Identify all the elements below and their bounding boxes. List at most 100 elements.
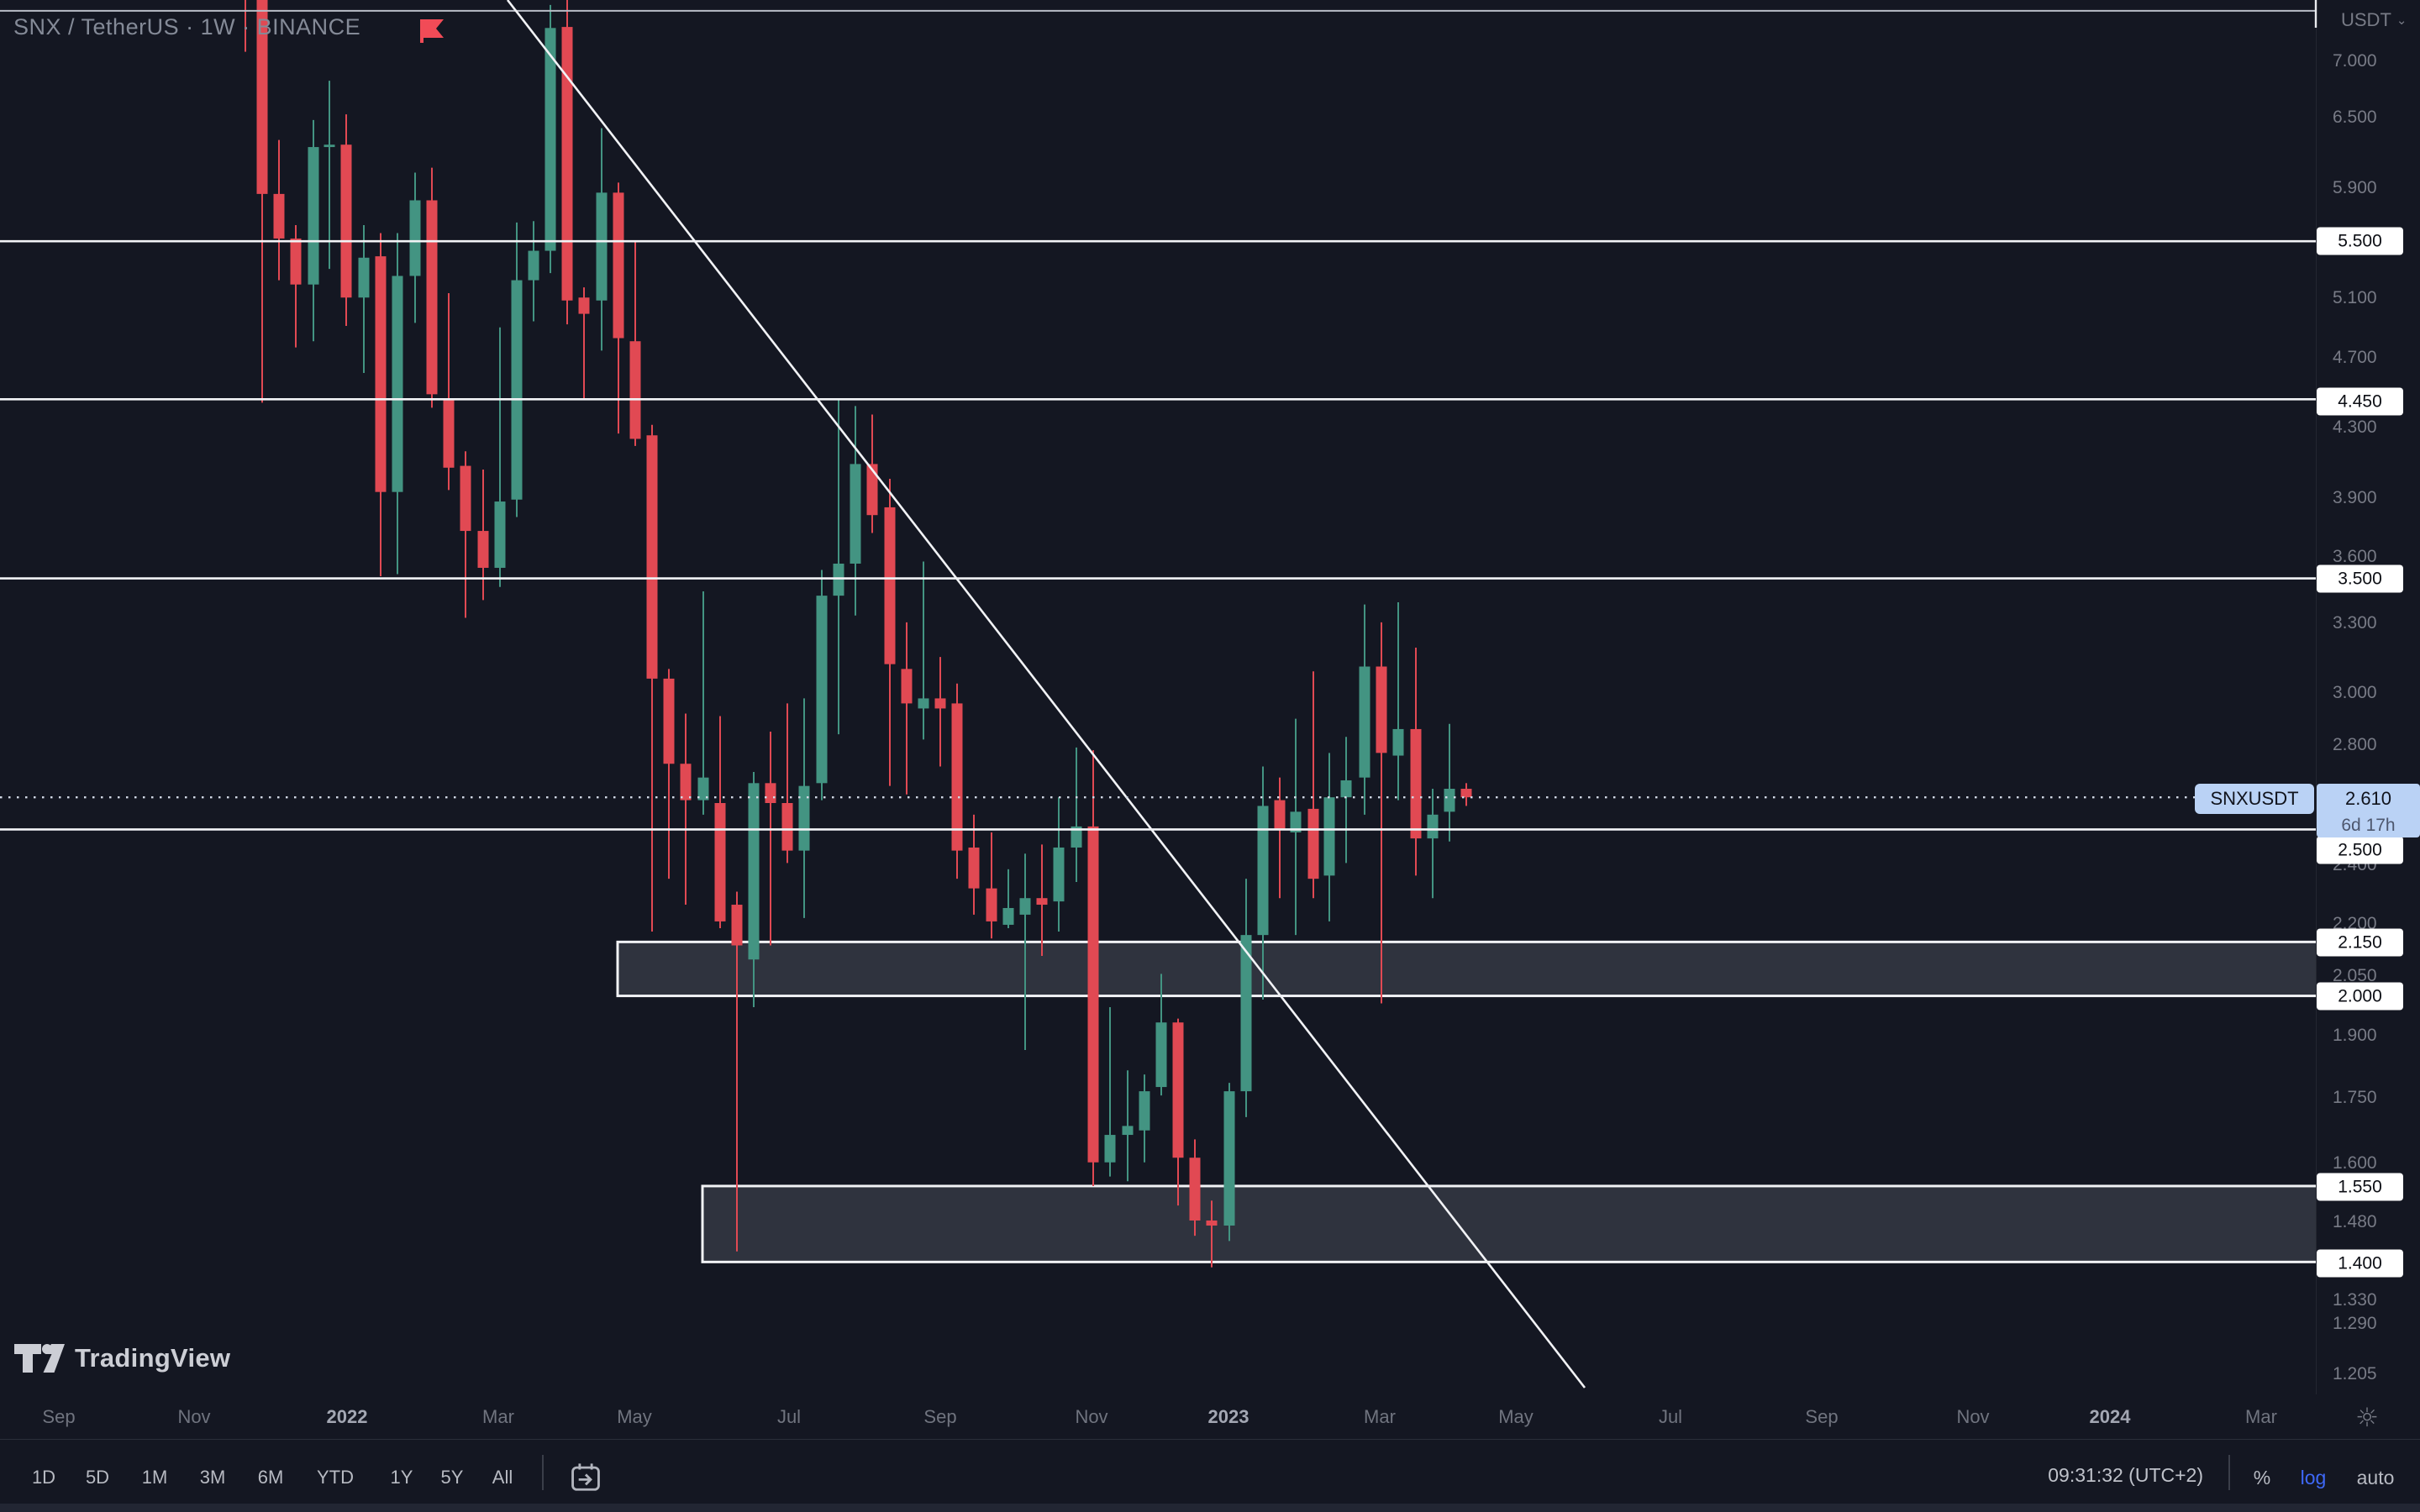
candle-body <box>1392 728 1404 756</box>
range-button-5d[interactable]: 5D <box>85 1467 110 1488</box>
candle-body <box>1139 1091 1150 1131</box>
price-tick: 5.900 <box>2333 178 2377 197</box>
candle-body <box>1104 1135 1116 1163</box>
candle-body <box>1290 811 1302 832</box>
candle-body <box>1155 1022 1167 1088</box>
candle-body <box>375 256 387 492</box>
candle-body <box>1376 666 1387 753</box>
candle-body <box>934 698 946 709</box>
candle-body <box>340 144 352 298</box>
price-line-label: 4.450 <box>2317 387 2403 416</box>
candle-body <box>816 596 828 784</box>
candle-body <box>1323 797 1335 876</box>
range-button-5y[interactable]: 5Y <box>440 1467 464 1488</box>
time-axis-label: Jul <box>776 1406 802 1427</box>
price-line-label: 2.500 <box>2317 836 2403 864</box>
time-axis-label: Mar <box>1364 1406 1396 1427</box>
percent-scale-button[interactable]: % <box>2253 1467 2271 1488</box>
price-tick: 7.000 <box>2333 51 2377 71</box>
candle-body <box>1053 847 1065 902</box>
candle-body <box>1240 935 1252 1092</box>
price-line-label: 5.500 <box>2317 227 2403 255</box>
price-tick: 5.100 <box>2333 288 2377 307</box>
range-button-ytd[interactable]: YTD <box>317 1467 354 1488</box>
price-tick: 4.300 <box>2333 417 2377 437</box>
currency-dropdown[interactable]: USDT ⌄ <box>2341 9 2407 31</box>
range-button-1y[interactable]: 1Y <box>390 1467 413 1488</box>
price-tick: 4.700 <box>2333 348 2377 367</box>
candle-body <box>833 563 844 596</box>
window-bottom-strip <box>0 1504 2420 1512</box>
candle-body <box>1172 1022 1184 1158</box>
price-line-label: 1.550 <box>2317 1173 2403 1201</box>
chevron-down-icon: ⌄ <box>2396 13 2407 28</box>
candle-body <box>1257 806 1269 936</box>
bar-countdown-label: 6d 17h <box>2317 814 2420 837</box>
price-zone <box>701 1184 2316 1263</box>
price-tick: 2.800 <box>2333 735 2377 754</box>
price-tick: 1.330 <box>2333 1290 2377 1310</box>
range-button-6m[interactable]: 6M <box>257 1467 284 1488</box>
symbol-title[interactable]: SNX / TetherUS · 1W · BINANCE <box>13 14 361 39</box>
price-tick: 1.600 <box>2333 1153 2377 1173</box>
candle-body <box>1071 826 1082 848</box>
candle-body <box>290 238 302 285</box>
candle-body <box>781 802 793 851</box>
auto-scale-button[interactable]: auto <box>2356 1467 2395 1488</box>
candle-body <box>1087 826 1099 1163</box>
candle-body <box>1274 800 1286 830</box>
candle-body <box>1444 789 1455 812</box>
candle-body <box>1189 1158 1201 1221</box>
price-tick: 3.900 <box>2333 488 2377 507</box>
range-button-3m[interactable]: 3M <box>199 1467 226 1488</box>
settings-sun-icon[interactable]: ☼ <box>2355 1403 2379 1433</box>
candle-body <box>613 192 624 339</box>
candle-body <box>409 200 421 276</box>
time-axis-label: Jul <box>1658 1406 1683 1427</box>
bottom-toolbar <box>0 1439 2420 1504</box>
time-axis-label: Sep <box>1805 1406 1839 1427</box>
candle-body <box>1122 1126 1134 1136</box>
log-scale-button[interactable]: log <box>2300 1467 2327 1488</box>
candle-body <box>1002 907 1014 925</box>
time-axis-label: Sep <box>923 1406 957 1427</box>
candle-body <box>1223 1091 1235 1226</box>
price-zone <box>616 940 2316 998</box>
candle-body <box>426 200 438 395</box>
symbol-price-tag: SNXUSDT <box>2195 784 2314 814</box>
price-line-label: 3.500 <box>2317 564 2403 593</box>
flag-icon[interactable] <box>419 18 446 44</box>
candle-body <box>443 399 455 468</box>
range-button-all[interactable]: All <box>492 1467 513 1488</box>
go-to-date-icon[interactable] <box>570 1462 602 1494</box>
candle-body <box>1340 780 1352 798</box>
candle-body <box>748 783 760 960</box>
candle-body <box>308 147 319 285</box>
time-axis-label: 2023 <box>1207 1406 1249 1427</box>
price-tick: 3.600 <box>2333 547 2377 566</box>
price-line-label: 2.000 <box>2317 982 2403 1011</box>
price-tick: 2.200 <box>2333 914 2377 933</box>
candle-body <box>596 192 608 301</box>
candle-body <box>1427 814 1439 839</box>
currency-label: USDT <box>2341 9 2391 30</box>
candle-body <box>358 257 370 298</box>
candle-body <box>561 27 573 301</box>
tradingview-logo: TradingView <box>14 1342 230 1374</box>
time-axis-label: 2024 <box>2089 1406 2131 1427</box>
candle-body <box>680 764 692 801</box>
time-axis-label: Mar <box>482 1406 514 1427</box>
candle-body <box>765 783 776 803</box>
clock[interactable]: 09:31:32 (UTC+2) <box>2048 1464 2203 1486</box>
descending-trendline <box>506 0 1586 1389</box>
price-tick: 1.290 <box>2333 1314 2377 1333</box>
candle-body <box>629 341 641 439</box>
range-button-1m[interactable]: 1M <box>141 1467 168 1488</box>
range-button-1d[interactable]: 1D <box>31 1467 56 1488</box>
candle-body <box>494 501 506 568</box>
candle-body <box>544 28 556 251</box>
price-axis-separator <box>2316 0 2317 1394</box>
candle-body <box>663 678 675 764</box>
candle-body <box>273 193 285 239</box>
